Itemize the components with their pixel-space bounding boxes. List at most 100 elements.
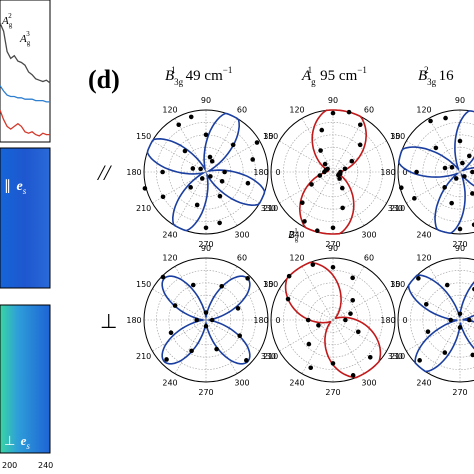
data-point	[471, 222, 474, 227]
angle-tick-0: 0	[275, 168, 280, 177]
data-point	[302, 219, 307, 224]
polar-spoke	[152, 140, 207, 173]
data-point	[444, 282, 450, 288]
angle-tick-210: 210	[390, 204, 405, 213]
data-point	[306, 341, 312, 347]
polar-spoke	[332, 118, 365, 173]
polar-spoke	[332, 288, 387, 321]
polar-spoke	[332, 319, 387, 352]
data-point	[417, 358, 422, 363]
data-point	[203, 310, 209, 315]
polar-grid-circle	[156, 270, 256, 370]
polar-plot-1: 0 30 60 90 120 150 180 210 240 270 300 330	[126, 96, 280, 249]
data-point	[470, 191, 474, 196]
data-point	[244, 358, 249, 363]
xtick-200: 200	[2, 461, 17, 470]
polar-grid-circle	[283, 270, 383, 370]
data-point	[416, 276, 421, 281]
polar-spoke	[152, 319, 207, 352]
data-point	[442, 185, 447, 190]
data-point	[350, 275, 355, 281]
polar-spoke	[205, 288, 260, 321]
stray-label: Bg1	[288, 227, 299, 243]
angle-tick-240: 240	[416, 230, 431, 239]
polar-spoke	[332, 171, 365, 226]
polar-spoke	[332, 319, 365, 374]
angle-tick-330: 330	[261, 204, 276, 213]
angle-tick-150: 150	[263, 280, 278, 289]
angle-tick-180: 180	[380, 316, 395, 325]
spectra-lines	[0, 22, 51, 137]
polar-spoke	[301, 319, 334, 374]
spectrum-line-3	[0, 109, 50, 137]
data-point	[322, 161, 328, 167]
data-point	[367, 354, 373, 360]
angle-tick-300: 300	[234, 230, 249, 239]
data-point	[194, 202, 200, 208]
data-point	[219, 179, 225, 184]
angle-tick-0: 0	[402, 168, 407, 177]
data-point	[330, 110, 336, 116]
data-point	[343, 317, 348, 323]
data-point	[457, 226, 463, 232]
data-point	[230, 142, 236, 148]
data-point	[340, 185, 345, 191]
polar-spoke	[205, 319, 260, 352]
polar-spoke	[459, 171, 474, 181]
polar-grid-circle	[156, 122, 256, 222]
data-point	[449, 200, 454, 206]
data-point	[423, 301, 429, 307]
angle-tick-270: 270	[198, 388, 213, 397]
polar-spoke	[205, 171, 260, 204]
data-point	[350, 297, 356, 303]
polar-grid-circle	[283, 122, 383, 222]
angle-tick-180: 180	[253, 316, 268, 325]
data-point	[286, 273, 292, 279]
angle-tick-330: 330	[388, 352, 403, 361]
angle-tick-30: 30	[263, 280, 273, 289]
data-point	[470, 352, 474, 358]
map-perpendicular	[0, 304, 51, 454]
angle-tick-300: 300	[361, 378, 376, 387]
angle-tick-330: 330	[261, 352, 276, 361]
fit-curve	[398, 110, 474, 234]
angle-tick-300: 300	[234, 378, 249, 387]
data-point	[349, 158, 355, 164]
angle-tick-270: 270	[325, 240, 340, 249]
data-point	[160, 194, 166, 200]
polar-spoke	[459, 163, 474, 173]
angle-tick-240: 240	[162, 230, 177, 239]
angle-tick-240: 240	[416, 378, 431, 387]
data-point	[425, 329, 431, 334]
data-point	[305, 317, 311, 323]
data-point	[245, 276, 250, 281]
data-point	[433, 145, 439, 151]
angle-tick-120: 120	[162, 106, 177, 115]
data-point	[319, 127, 325, 133]
polar-spoke	[174, 171, 207, 226]
angle-tick-120: 120	[416, 106, 431, 115]
data-point	[453, 176, 459, 181]
data-point	[308, 365, 314, 371]
data-point	[414, 169, 419, 175]
angle-tick-150: 150	[136, 280, 151, 289]
mode-title-1: B3g1 49 cm−1	[165, 65, 232, 87]
angle-tick-90: 90	[201, 96, 211, 105]
data-point	[470, 169, 474, 175]
angle-tick-210: 210	[390, 352, 405, 361]
data-point	[245, 180, 251, 186]
polar-grid-circle	[143, 257, 269, 383]
data-point	[309, 182, 314, 187]
map-parallel-label: ∥ es	[4, 179, 27, 196]
data-point	[350, 373, 356, 378]
data-point	[442, 165, 448, 171]
data-point	[443, 115, 448, 121]
angle-tick-270: 270	[325, 388, 340, 397]
angle-tick-90: 90	[328, 244, 338, 253]
polar-spoke	[301, 118, 334, 173]
left-panel: Ag2 Ag3 ∥ es ⊥ es 200 240	[0, 0, 53, 470]
xtick-240: 240	[38, 461, 53, 470]
polar-spoke	[205, 266, 238, 321]
